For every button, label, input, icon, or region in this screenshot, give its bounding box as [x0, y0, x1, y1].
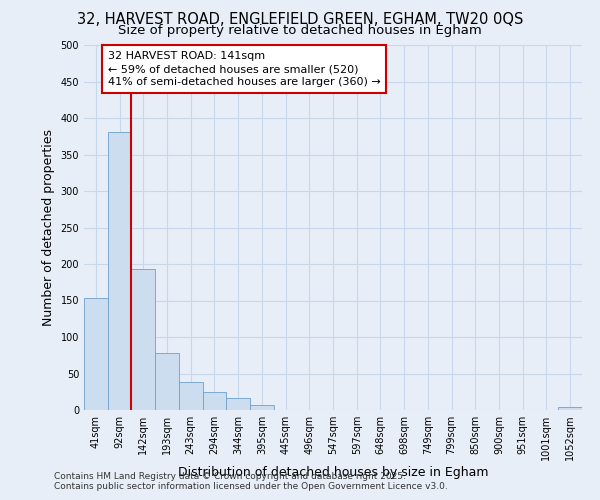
Y-axis label: Number of detached properties: Number of detached properties — [42, 129, 55, 326]
Text: Contains HM Land Registry data © Crown copyright and database right 2025.: Contains HM Land Registry data © Crown c… — [54, 472, 406, 481]
Bar — [84, 298, 108, 410]
Text: Size of property relative to detached houses in Egham: Size of property relative to detached ho… — [118, 24, 482, 37]
Bar — [131, 269, 155, 410]
Text: 32 HARVEST ROAD: 141sqm
← 59% of detached houses are smaller (520)
41% of semi-d: 32 HARVEST ROAD: 141sqm ← 59% of detache… — [108, 51, 380, 87]
Text: 32, HARVEST ROAD, ENGLEFIELD GREEN, EGHAM, TW20 0QS: 32, HARVEST ROAD, ENGLEFIELD GREEN, EGHA… — [77, 12, 523, 28]
Bar — [226, 398, 250, 410]
Bar — [155, 353, 179, 410]
Bar — [203, 392, 226, 410]
Bar — [108, 132, 131, 410]
Text: Contains public sector information licensed under the Open Government Licence v3: Contains public sector information licen… — [54, 482, 448, 491]
X-axis label: Distribution of detached houses by size in Egham: Distribution of detached houses by size … — [178, 466, 488, 479]
Bar — [179, 382, 203, 410]
Bar — [558, 407, 582, 410]
Bar — [250, 405, 274, 410]
